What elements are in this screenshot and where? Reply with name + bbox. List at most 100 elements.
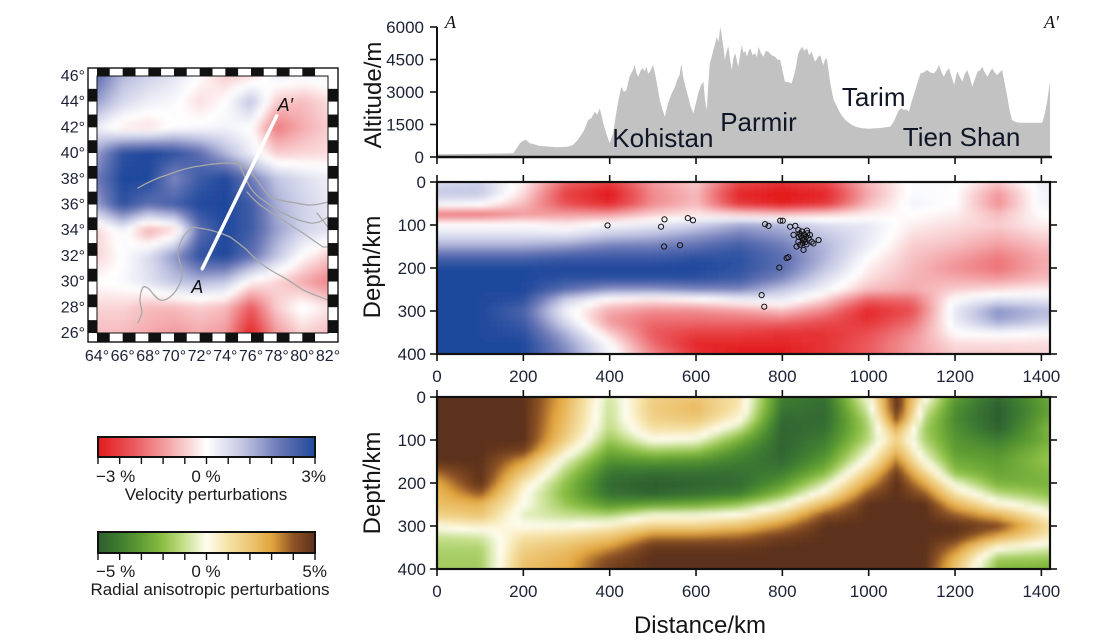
map-velocity-cell bbox=[97, 321, 103, 327]
velocity-cell bbox=[1043, 217, 1050, 223]
velocity-cell bbox=[803, 217, 810, 223]
velocity-cell bbox=[767, 217, 774, 223]
velocity-cell bbox=[485, 192, 492, 198]
velocity-cell bbox=[815, 237, 822, 243]
velocity-cell bbox=[701, 202, 708, 208]
map-velocity-cell bbox=[167, 96, 173, 102]
map-velocity-cell bbox=[267, 256, 273, 262]
map-velocity-cell bbox=[272, 121, 278, 127]
velocity-cell bbox=[821, 192, 828, 198]
map-velocity-cell bbox=[267, 271, 273, 277]
map-velocity-cell bbox=[222, 196, 228, 202]
velocity-cell bbox=[683, 197, 690, 203]
velocity-cell bbox=[983, 217, 990, 223]
map-velocity-cell bbox=[302, 241, 308, 247]
velocity-cell bbox=[617, 252, 624, 258]
velocity-cell bbox=[911, 192, 918, 198]
map-frame-segment bbox=[97, 333, 110, 342]
velocity-cell bbox=[809, 227, 816, 233]
velocity-cell bbox=[533, 217, 540, 223]
map-velocity-cell bbox=[212, 126, 218, 132]
map-velocity-cell bbox=[102, 141, 108, 147]
velocity-cell bbox=[473, 202, 480, 208]
velocity-cell bbox=[911, 257, 918, 263]
map-velocity-cell bbox=[242, 126, 248, 132]
map-velocity-cell bbox=[122, 231, 128, 237]
velocity-cell bbox=[779, 252, 786, 258]
velocity-cell bbox=[833, 207, 840, 213]
map-velocity-cell bbox=[272, 241, 278, 247]
map-velocity-cell bbox=[277, 121, 283, 127]
velocity-cell bbox=[1019, 172, 1026, 178]
velocity-cell bbox=[911, 232, 918, 238]
map-velocity-cell bbox=[162, 216, 168, 222]
map-velocity-cell bbox=[107, 301, 113, 307]
velocity-cell bbox=[821, 247, 828, 253]
velocity-cell bbox=[995, 227, 1002, 233]
map-velocity-cell bbox=[322, 101, 328, 107]
velocity-cell bbox=[893, 222, 900, 228]
velocity-cell bbox=[479, 247, 486, 253]
velocity-cell bbox=[737, 172, 744, 178]
map-velocity-cell bbox=[197, 186, 203, 192]
velocity-cell bbox=[857, 237, 864, 243]
velocity-cell bbox=[803, 182, 810, 188]
velocity-cell bbox=[455, 242, 462, 248]
map-velocity-cell bbox=[182, 136, 188, 142]
map-velocity-cell bbox=[317, 76, 323, 82]
map-velocity-cell bbox=[137, 201, 143, 207]
map-velocity-cell bbox=[172, 246, 178, 252]
velocity-cell bbox=[917, 172, 924, 178]
map-velocity-cell bbox=[197, 171, 203, 177]
velocity-cell bbox=[461, 212, 468, 218]
velocity-cell bbox=[665, 222, 672, 228]
velocity-cell bbox=[953, 247, 960, 253]
map-velocity-cell bbox=[237, 206, 243, 212]
velocity-cell bbox=[527, 232, 534, 238]
map-velocity-cell bbox=[117, 296, 123, 302]
map-velocity-cell bbox=[197, 151, 203, 157]
map-velocity-cell bbox=[322, 211, 328, 217]
map-frame-outer-border bbox=[87, 67, 339, 343]
map-velocity-cell bbox=[232, 191, 238, 197]
velocity-cell bbox=[809, 187, 816, 193]
map-velocity-cell bbox=[197, 126, 203, 132]
map-velocity-cell bbox=[257, 301, 263, 307]
velocity-cell bbox=[953, 217, 960, 223]
velocity-cell bbox=[761, 242, 768, 248]
map-velocity-cell bbox=[97, 216, 103, 222]
velocity-cell bbox=[875, 187, 882, 193]
velocity-cell bbox=[671, 237, 678, 243]
map-velocity-cell bbox=[317, 81, 323, 87]
velocity-cell bbox=[527, 242, 534, 248]
velocity-cell bbox=[635, 257, 642, 263]
map-velocity-cell bbox=[187, 111, 193, 117]
velocity-cell bbox=[641, 237, 648, 243]
map-velocity-cell bbox=[317, 256, 323, 262]
map-velocity-cell bbox=[127, 331, 133, 333]
velocity-cell bbox=[545, 262, 552, 268]
velocity-cell bbox=[503, 262, 510, 268]
map-velocity-cell bbox=[147, 216, 153, 222]
map-velocity-cell bbox=[157, 316, 163, 322]
map-velocity-cell bbox=[282, 301, 288, 307]
map-velocity-cell bbox=[227, 301, 233, 307]
map-velocity-cell bbox=[122, 161, 128, 167]
velocity-cell bbox=[653, 222, 660, 228]
velocity-cell bbox=[761, 252, 768, 258]
map-velocity-cell bbox=[317, 156, 323, 162]
velocity-cell bbox=[935, 222, 942, 228]
velocity-cell bbox=[1013, 247, 1020, 253]
map-velocity-cell bbox=[172, 161, 178, 167]
velocity-cell bbox=[833, 232, 840, 238]
velocity-cell bbox=[599, 262, 606, 268]
velocity-cell bbox=[623, 202, 630, 208]
velocity-cell bbox=[875, 227, 882, 233]
velocity-cell bbox=[767, 257, 774, 263]
velocity-cell bbox=[497, 262, 504, 268]
map-frame-segment bbox=[289, 333, 303, 342]
map-velocity-cell bbox=[132, 301, 138, 307]
map-velocity-cell bbox=[97, 276, 103, 282]
map-velocity-cell bbox=[97, 166, 103, 172]
velocity-cell bbox=[737, 232, 744, 238]
